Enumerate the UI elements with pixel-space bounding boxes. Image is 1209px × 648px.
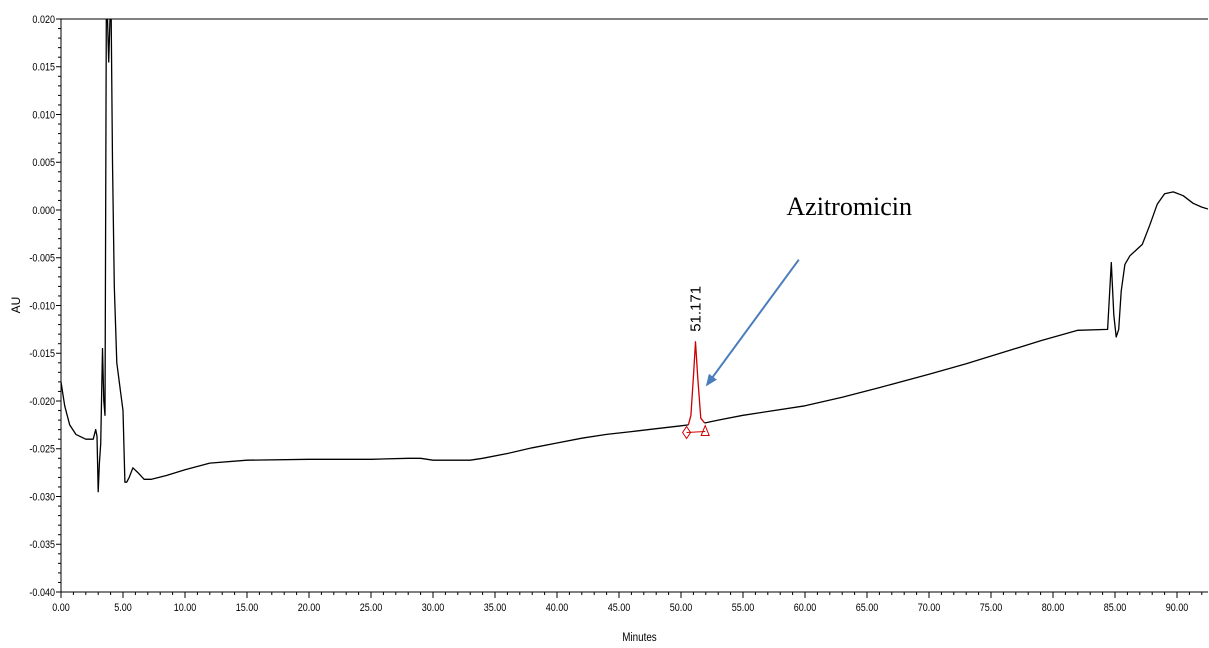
annotation-arrow [705,259,800,387]
x-tick-label: 70.00 [918,602,941,614]
peak-end-marker [700,424,710,437]
y-tick-label: 0.015 [32,62,55,74]
x-tick-label: 40.00 [546,602,569,614]
y-tick-label: -0.010 [29,301,55,313]
x-tick-label: 65.00 [856,602,879,614]
y-tick-label: -0.035 [29,540,55,552]
plot-area: 0.020 0.015 0.010 0.005 0.000 -0.005 -0.010 -0.… [29,14,1208,614]
y-tick-label: 0.010 [32,110,55,122]
peak-baseline [686,431,706,434]
y-tick-label: -0.030 [29,492,55,504]
peak-retention-time-label: 51.171 [688,286,705,332]
x-tick-label: 15.00 [236,602,259,614]
x-tick-label: 55.00 [732,602,755,614]
y-tick-label: 0.020 [32,14,55,26]
y-tick-label: -0.020 [29,396,55,408]
y-tick-label: -0.015 [29,349,55,361]
x-tick-label: 0.00 [52,602,70,614]
peak-start-marker [681,425,692,440]
x-tick-label: 35.00 [484,602,507,614]
y-tick-label: -0.005 [29,253,55,265]
azitromicin-annotation-label: Azitromicin [786,192,912,221]
x-axis-title: Minutes [622,631,657,644]
y-tick-label: -0.040 [29,587,55,599]
x-tick-label: 20.00 [298,602,321,614]
x-tick-label: 50.00 [670,602,693,614]
y-tick-label: 0.005 [32,158,55,170]
x-tick-label: 90.00 [1166,602,1189,614]
x-tick-label: 30.00 [422,602,445,614]
x-tick-label: 75.00 [980,602,1003,614]
trace-segment-2 [704,191,1208,424]
y-tick-label: 0.000 [32,205,55,217]
trace-segment-0 [61,19,689,493]
x-tick-label: 10.00 [174,602,197,614]
x-tick-label: 45.00 [608,602,631,614]
trace-segment-1 [687,341,706,426]
y-tick-label: -0.025 [29,444,55,456]
x-tick-label: 80.00 [1042,602,1065,614]
x-tick-label: 60.00 [794,602,817,614]
y-axis-title: AU [9,297,23,314]
x-tick-label: 5.00 [114,602,132,614]
x-tick-label: 85.00 [1104,602,1127,614]
x-tick-label: 25.00 [360,602,383,614]
